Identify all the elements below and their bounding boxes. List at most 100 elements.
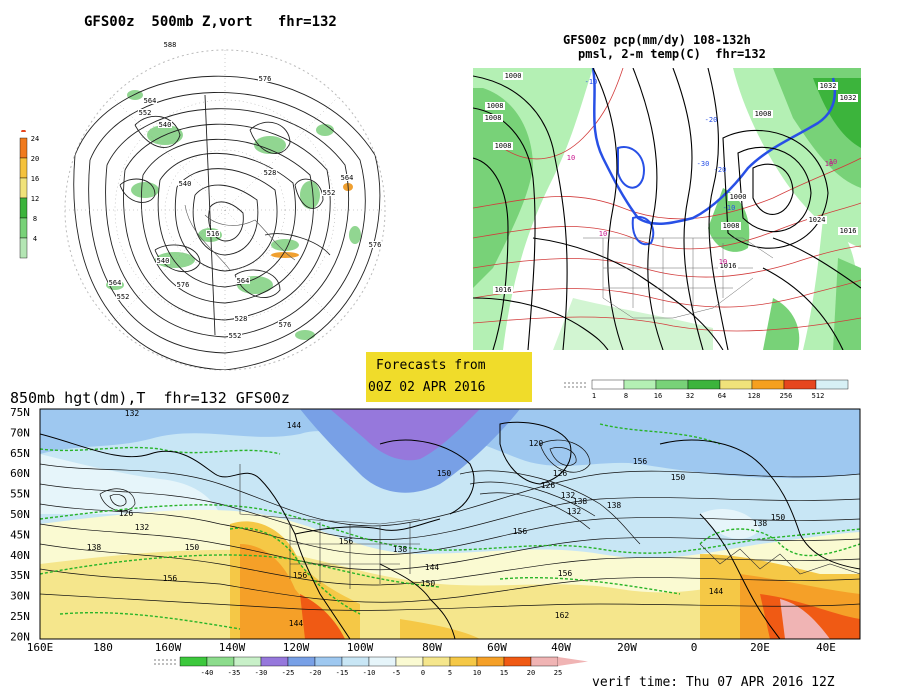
colorbar-swatch — [314, 656, 343, 667]
temperature-label: -20 — [705, 116, 718, 124]
latitude-label: 65N — [10, 447, 30, 460]
height-contour-label: 138 — [607, 501, 622, 510]
height-contour-label: 138 — [753, 519, 768, 528]
colorbar-swatch — [19, 197, 28, 219]
colorbar-swatch — [719, 379, 753, 390]
isobar-label: 1008 — [495, 142, 512, 150]
panel-500mb-title: GFS00z 500mb Z,vort fhr=132 — [84, 14, 337, 30]
height-contour-label: 144 — [289, 619, 304, 628]
height-contour-label: 120 — [529, 439, 544, 448]
colorbar-swatch — [655, 379, 689, 390]
colorbar-tick-label: 64 — [718, 392, 726, 400]
height-contour-label: 156 — [293, 571, 308, 580]
isobar-label: 1008 — [487, 102, 504, 110]
temperature-contours-850 — [40, 423, 860, 630]
polar-contour-label: 576 — [279, 321, 292, 329]
colorbar-swatch — [19, 237, 28, 259]
panel-850mb-colorbar: -40 -35 -30 -25 -20 -15 -10 -5 0 5 10 15 20 25 — [154, 656, 588, 677]
polar-contour-label: 552 — [229, 332, 242, 340]
latitude-label: 50N — [10, 508, 30, 521]
height-contour-label: 138 — [573, 497, 588, 506]
longitude-label: 100W — [347, 641, 374, 654]
colorbar-swatch — [591, 379, 625, 390]
height-contour-label: 156 — [558, 569, 573, 578]
isobar-label: 1008 — [755, 110, 772, 118]
latitude-label: 30N — [10, 590, 30, 603]
colorbar-swatch — [179, 656, 208, 667]
polar-contour-label: 528 — [264, 169, 277, 177]
longitude-label: 180 — [93, 641, 113, 654]
panel-precip-colorbar: 1 8 16 32 64 128 256 512 — [564, 379, 849, 400]
colorbar-tick-label: 12 — [31, 195, 39, 203]
colorbar-swatch — [287, 656, 316, 667]
temperature-label: 10 — [567, 154, 575, 162]
colorbar-tick-label: 15 — [500, 669, 508, 677]
colorbar-arrow-end — [558, 657, 588, 666]
forecast-info-line2: 00Z 02 APR 2016 — [368, 380, 486, 395]
longitude-label: 20W — [617, 641, 637, 654]
panel-850mb-map: 75N 70N 65N 60N 55N 50N 45N 40N 35N 30N 25N 20N160E… — [10, 406, 861, 654]
colorbar-tick-label: 24 — [31, 135, 39, 143]
temperature-label: 10 — [825, 160, 833, 168]
colorbar-swatch — [341, 656, 370, 667]
colorbar-swatch — [19, 177, 28, 199]
longitude-label: 0 — [691, 641, 698, 654]
isobar-contours — [473, 68, 861, 350]
colorbar-swatch — [530, 656, 559, 667]
panel-850mb-labels: 75N 70N 65N 60N 55N 50N 45N 40N 35N 30N 25N 20N160E… — [10, 406, 836, 654]
political-borders-850 — [239, 464, 860, 589]
longitude-label: 120W — [283, 641, 310, 654]
height-contour-label: 138 — [393, 545, 408, 554]
colorbar-swatch — [623, 379, 657, 390]
latitude-label: 40N — [10, 549, 30, 562]
colorbar-swatch — [19, 137, 28, 159]
longitude-label: 60W — [487, 641, 507, 654]
colorbar-swatch — [783, 379, 817, 390]
height-contour-label: 132 — [567, 507, 582, 516]
colorbar-tick-label: 20 — [31, 155, 39, 163]
temperature-label: -20 — [714, 166, 727, 174]
temperature-label: 10 — [719, 258, 727, 266]
forecast-info-line1: Forecasts from — [376, 358, 486, 373]
colorbar-tick-label: 10 — [473, 669, 481, 677]
forecast-info-box: Forecasts from 00Z 02 APR 2016 — [366, 352, 532, 402]
latitude-label: 60N — [10, 467, 30, 480]
polar-contour-label: 552 — [139, 109, 152, 117]
longitude-label: 40E — [816, 641, 836, 654]
polar-contour-label: 528 — [235, 315, 248, 323]
colorbar-tick-label: 20 — [527, 669, 535, 677]
height-contour-label: 156 — [339, 537, 354, 546]
colorbar-swatch — [751, 379, 785, 390]
polar-contour-label: 552 — [117, 293, 130, 301]
longitude-label: 20E — [750, 641, 770, 654]
temperature-label: 10 — [829, 158, 837, 166]
panel-500mb-colorbar: 24 20 16 12 8 4 — [19, 130, 39, 259]
height-contour-label: 150 — [671, 473, 686, 482]
colorbar-tick-label: -10 — [363, 669, 376, 677]
colorbar-tick-label: -30 — [255, 669, 268, 677]
height-contour-label: 132 — [135, 523, 150, 532]
colorbar-swatch — [503, 656, 532, 667]
colorbar-tick-label: 25 — [554, 669, 562, 677]
latitude-label: 45N — [10, 528, 30, 541]
colorbar-tick-label: -40 — [201, 669, 214, 677]
freezing-line — [591, 68, 837, 225]
temperature-label: -10 — [723, 204, 736, 212]
height-contour-label: 150 — [771, 513, 786, 522]
colorbar-swatch — [687, 379, 721, 390]
height-contour-label: 150 — [437, 469, 452, 478]
height-contour-label: 144 — [425, 563, 440, 572]
freezing-line-closed — [617, 146, 645, 189]
colorbar-swatch — [206, 656, 235, 667]
isobar-label: 1016 — [720, 262, 737, 270]
precip-map-labels: 1000 1008 1008 1032 1008 1000 1024 1008 1016 1016… — [483, 72, 858, 294]
polar-contour-label: 540 — [157, 257, 170, 265]
colorbar-tick-label: -20 — [309, 669, 322, 677]
longitude-label: 40W — [551, 641, 571, 654]
height-contour-label: 144 — [709, 587, 724, 596]
panel-precip-map: 1000 1008 1008 1032 1008 1000 1024 1008 1016 1016… — [473, 68, 861, 350]
colorbar-tick-label: 8 — [624, 392, 628, 400]
longitude-label: 80W — [422, 641, 442, 654]
height-contour-label: 150 — [185, 543, 200, 552]
longitude-label: 140W — [219, 641, 246, 654]
